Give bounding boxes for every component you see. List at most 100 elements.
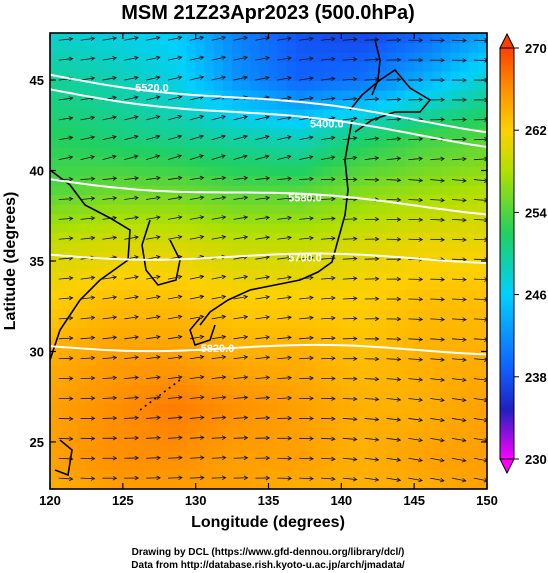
field-cell — [122, 156, 133, 167]
wind-vector — [102, 276, 117, 280]
field-cell — [286, 479, 297, 489]
wind-vector-head — [484, 197, 487, 203]
wind-vector — [255, 37, 270, 41]
wind-vector — [211, 196, 226, 200]
wind-vector-head — [462, 117, 467, 122]
field-cell — [459, 289, 470, 300]
wind-vector-head — [418, 97, 424, 102]
field-cell — [104, 460, 115, 471]
field-cell — [104, 61, 115, 72]
field-cell — [323, 156, 333, 167]
field-cell — [477, 470, 487, 481]
wind-vector-head — [352, 136, 358, 141]
field-cell — [405, 147, 415, 158]
field-cell — [286, 327, 297, 338]
wind-vector — [451, 398, 466, 401]
field-cell — [122, 470, 133, 481]
field-cell — [295, 460, 306, 471]
field-cell — [213, 318, 224, 329]
wind-vector — [299, 277, 314, 280]
field-cell — [377, 413, 388, 424]
field-cell — [359, 242, 370, 253]
field-cell — [86, 460, 97, 471]
field-cell — [195, 109, 206, 120]
wind-vector-head — [199, 274, 205, 280]
wind-vector-head — [69, 396, 74, 401]
field-cell — [113, 137, 124, 148]
colorbar-tick-label: 254 — [525, 205, 547, 220]
wind-vector-head — [352, 57, 358, 62]
field-cell — [368, 451, 379, 462]
field-cell — [450, 356, 461, 367]
field-cell — [368, 261, 379, 272]
field-cell — [414, 147, 424, 158]
field-cell — [232, 33, 242, 44]
field-cell — [141, 441, 151, 452]
height-contour — [50, 73, 487, 134]
field-cell — [241, 375, 251, 386]
field-cell — [77, 308, 88, 319]
field-cell — [341, 451, 352, 462]
field-cell — [241, 318, 251, 329]
wind-vector-head — [199, 215, 205, 220]
wind-vector-head — [112, 196, 118, 201]
field-cell — [68, 147, 78, 158]
wind-vector-head — [440, 297, 446, 302]
wind-vector — [342, 398, 357, 400]
wind-vector-head — [287, 415, 293, 421]
wind-vector — [58, 477, 73, 480]
field-cell — [450, 175, 461, 186]
wind-vector — [80, 317, 95, 320]
wind-vector — [342, 317, 357, 320]
field-cell — [459, 242, 470, 253]
field-cell — [304, 42, 315, 53]
wind-vector — [124, 155, 138, 161]
field-cell — [423, 42, 433, 53]
wind-vector — [167, 457, 182, 459]
wind-vector — [386, 179, 401, 181]
field-cell — [450, 213, 461, 224]
wind-vector — [430, 238, 445, 241]
field-cell — [168, 280, 179, 291]
field-cell — [122, 479, 133, 489]
field-cell — [213, 280, 224, 291]
field-cell — [277, 204, 288, 215]
field-cell — [241, 109, 251, 120]
field-cell — [113, 422, 124, 433]
field-cell — [150, 71, 160, 82]
field-cell — [222, 356, 233, 367]
field-cell — [441, 128, 452, 139]
field-cell — [259, 451, 270, 462]
field-cell — [159, 242, 169, 253]
field-cell — [268, 223, 279, 234]
field-cell — [204, 289, 215, 300]
field-cell — [159, 422, 169, 433]
field-cell — [477, 194, 487, 205]
field-cell — [77, 261, 88, 272]
field-cell — [104, 346, 115, 357]
field-cell — [432, 384, 443, 395]
field-cell — [241, 299, 251, 310]
wind-vector-head — [178, 415, 183, 420]
field-cell — [277, 194, 288, 205]
field-cell — [386, 280, 397, 291]
field-cell — [159, 213, 169, 224]
wind-vector-head — [374, 397, 380, 402]
wind-vector-head — [265, 195, 271, 201]
field-cell — [177, 327, 188, 338]
wind-vector — [146, 56, 160, 61]
wind-vector-head — [243, 55, 249, 61]
field-cell — [213, 194, 224, 205]
colorbar-top-arrow — [499, 32, 515, 49]
field-cell — [150, 147, 160, 158]
field-cell — [131, 156, 142, 167]
field-cell — [423, 460, 433, 471]
field-cell — [122, 441, 133, 452]
field-cell — [259, 128, 270, 139]
field-cell — [213, 479, 224, 489]
field-cell — [304, 71, 315, 82]
field-cell — [368, 90, 379, 101]
wind-vector — [451, 437, 466, 442]
field-cell — [232, 232, 242, 243]
field-cell — [268, 80, 279, 91]
